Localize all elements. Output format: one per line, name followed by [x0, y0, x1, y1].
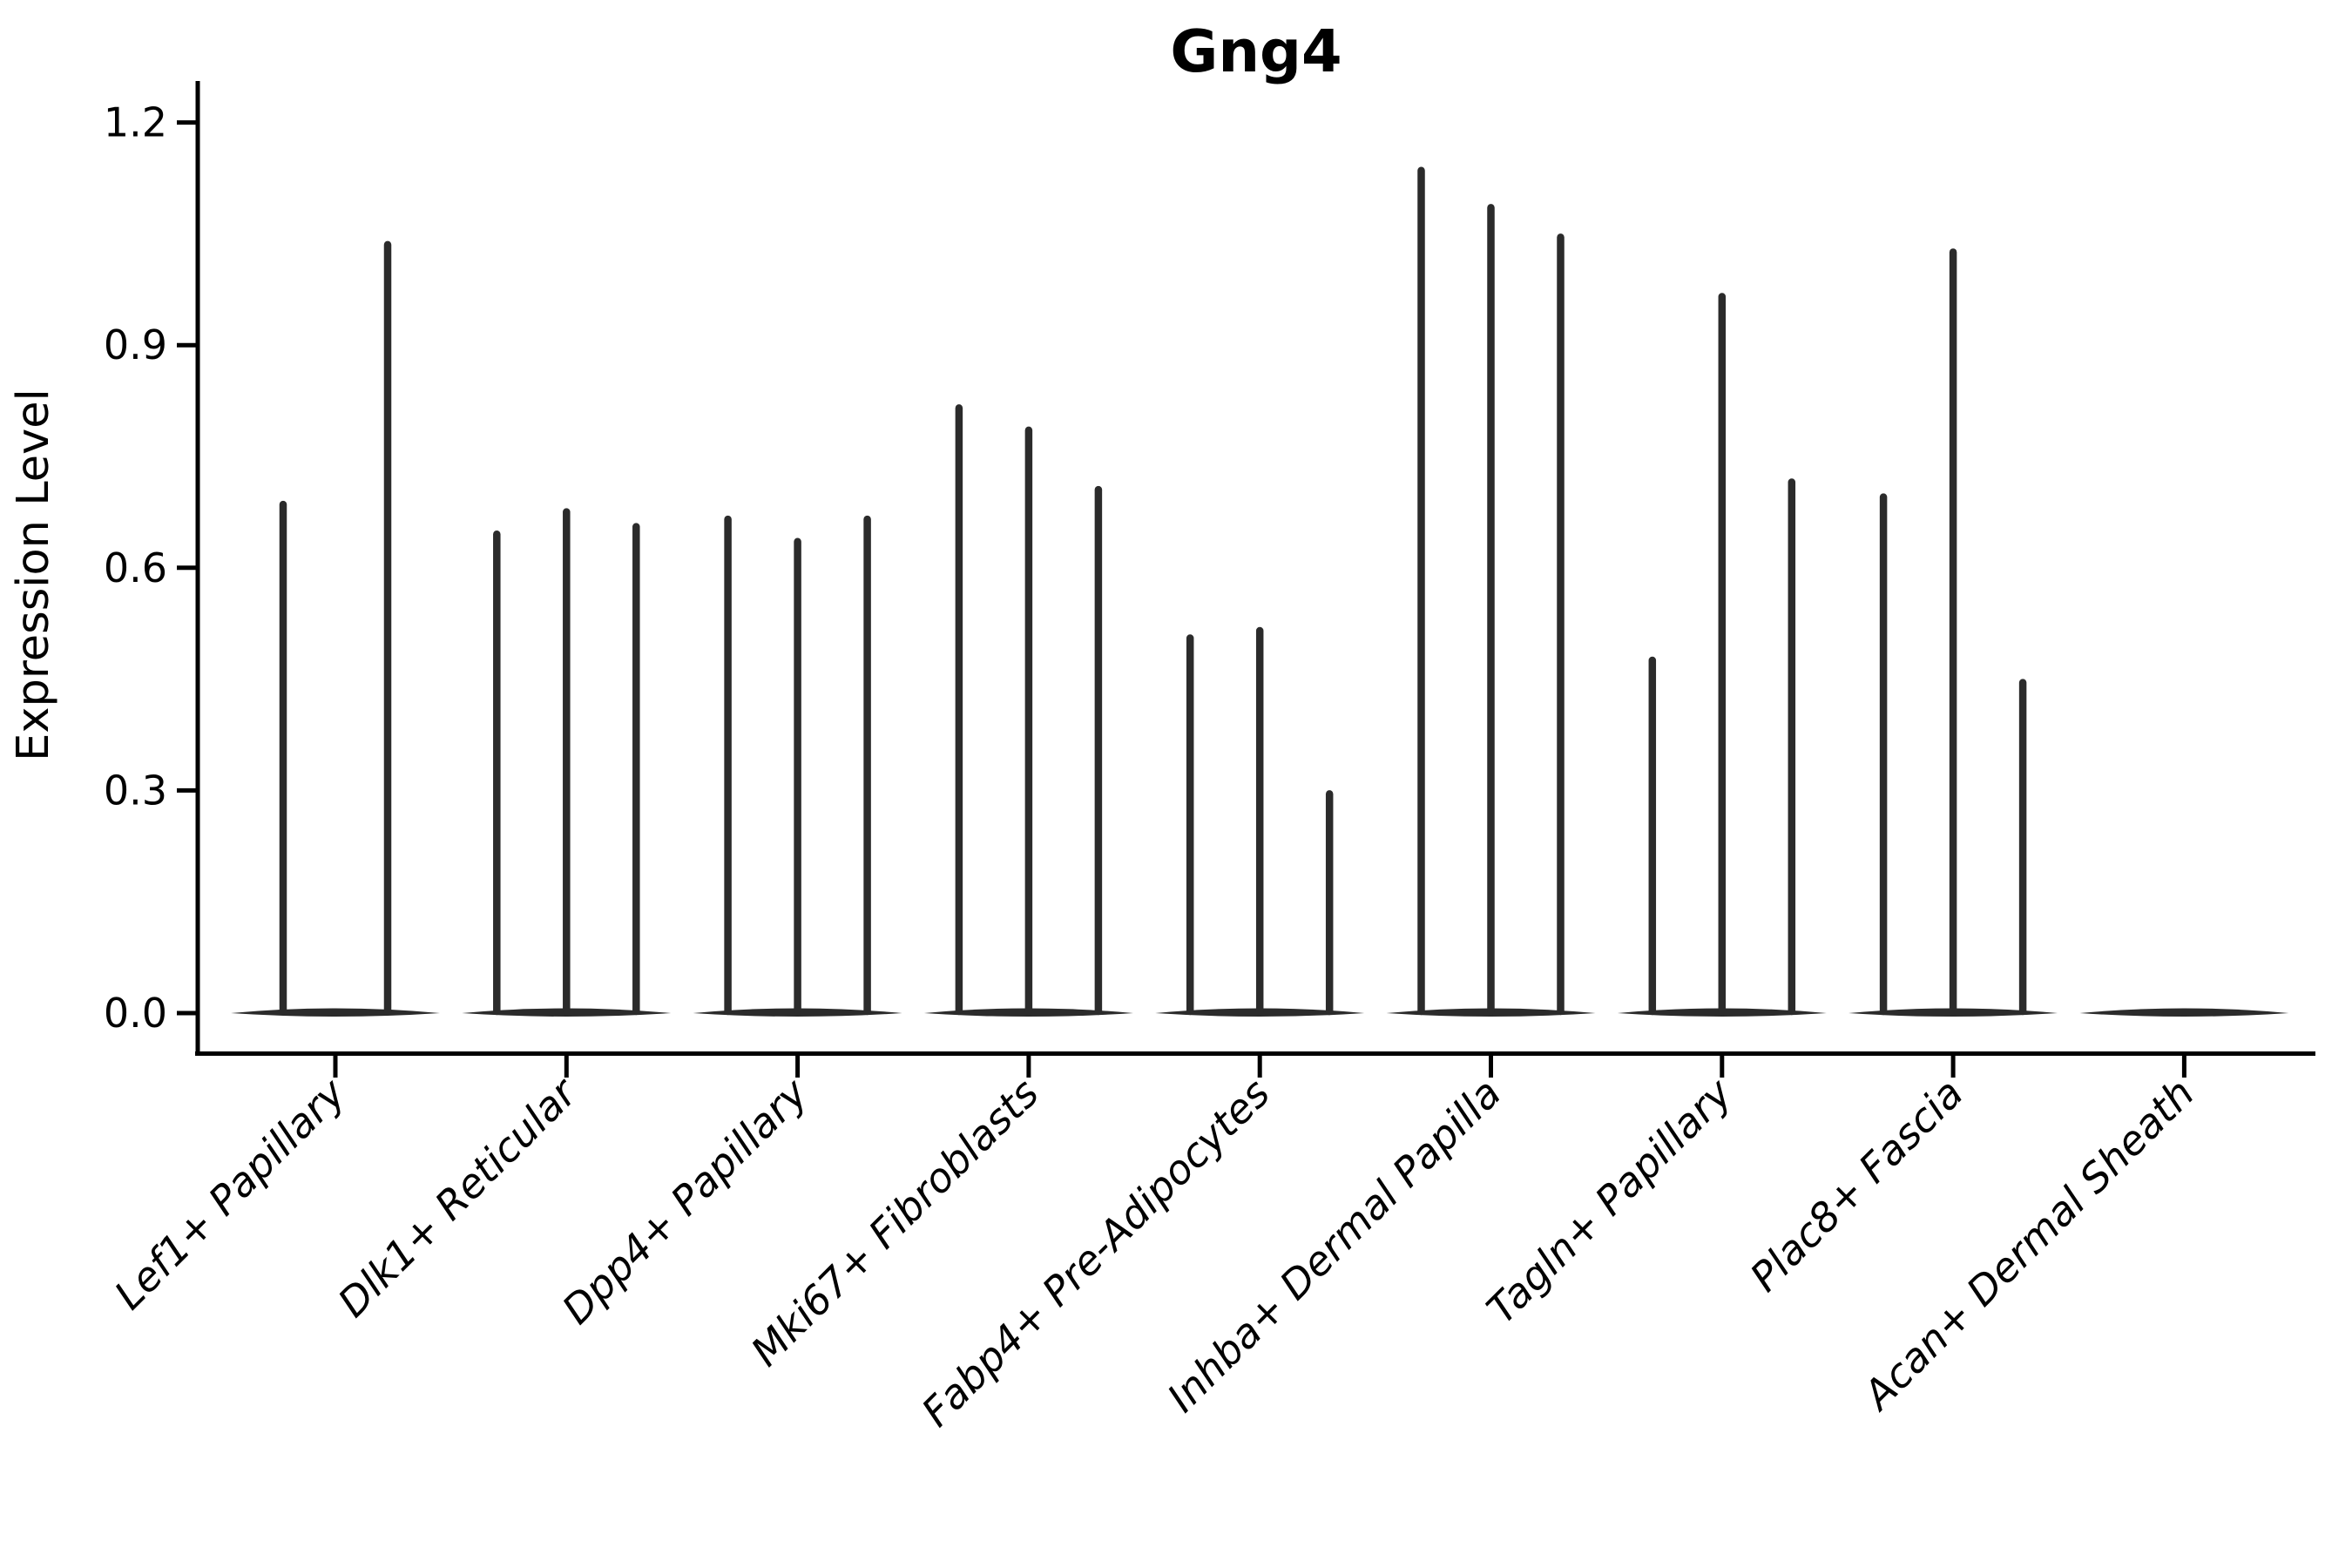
- y-tick-label-2: 0.6: [104, 544, 167, 591]
- chart-title: Gng4: [1170, 17, 1342, 85]
- x-tick-label-1: Dlk1+ Reticular: [328, 1067, 587, 1326]
- violin-base-8: [2079, 1008, 2289, 1017]
- violin-base-0: [231, 1008, 440, 1017]
- x-tick-label-0: Lef1+ Papillary: [105, 1069, 355, 1318]
- y-tick-label-0: 0.0: [104, 990, 167, 1037]
- y-axis-label: Expression Level: [8, 389, 59, 761]
- y-tick-label-1: 0.3: [104, 767, 167, 814]
- x-tick-label-7: Plac8+ Fascia: [1740, 1070, 1971, 1301]
- x-tick-label-2: Dpp4+ Papillary: [553, 1069, 817, 1333]
- y-tick-label-3: 0.9: [104, 321, 167, 368]
- y-tick-label-4: 1.2: [104, 99, 167, 146]
- x-tick-label-6: Tagln+ Papillary: [1477, 1069, 1741, 1333]
